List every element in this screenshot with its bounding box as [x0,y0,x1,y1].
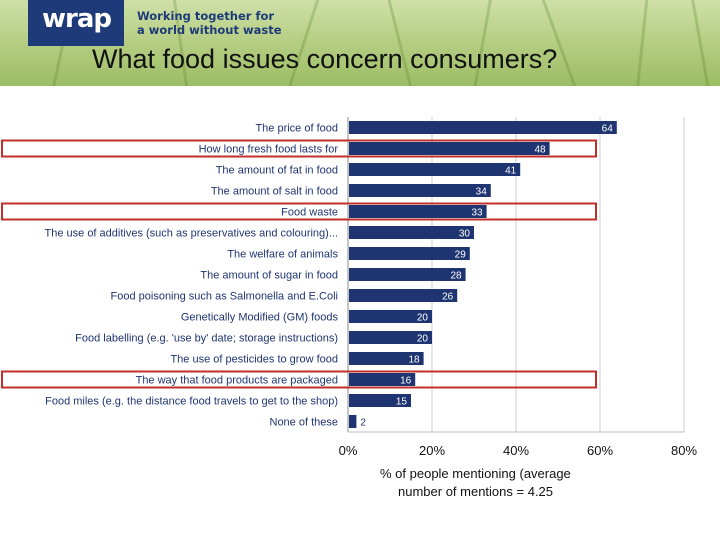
data-label: 48 [534,145,546,156]
data-label: 34 [476,187,488,198]
tagline-line-1: Working together for [137,9,275,23]
bar [349,310,432,323]
category-label: The way that food products are packaged [136,375,338,387]
x-tick-label: 40% [503,443,529,458]
data-label: 33 [471,208,483,219]
data-label: 30 [459,229,471,240]
bar [349,394,411,407]
logo-text: wrap [42,4,112,34]
header-banner: wrap Working together for a world withou… [0,0,720,86]
data-label: 64 [602,124,614,135]
data-label: 16 [400,376,412,387]
x-tick-label: 20% [419,443,445,458]
category-label: The price of food [255,123,338,135]
bar [349,163,521,176]
bar [349,121,617,134]
category-label: Genetically Modified (GM) foods [181,312,339,324]
bar [349,247,470,260]
category-label: The use of pesticides to grow food [170,354,338,366]
x-axis-caption-line-1: % of people mentioning (average [380,466,571,481]
category-label: Food miles (e.g. the distance food trave… [45,396,338,408]
data-label: 20 [417,334,429,345]
data-label: 20 [417,313,429,324]
bar [349,205,487,218]
x-tick-label: 60% [587,443,613,458]
data-label: 29 [455,250,467,261]
category-label: The welfare of animals [227,249,338,261]
x-axis-caption: % of people mentioning (average number o… [380,465,600,501]
category-label: Food poisoning such as Salmonella and E.… [111,291,338,303]
bar [349,142,550,155]
category-label: Food labelling (e.g. 'use by' date; stor… [75,333,338,345]
bar [349,415,357,428]
data-label: 15 [396,397,408,408]
x-axis-caption-line-2: number of mentions = 4.25 [398,484,554,499]
bar [349,226,474,239]
highlight-box [1,202,597,221]
bar [349,373,416,386]
data-label: 18 [408,355,420,366]
category-label: Food waste [281,207,338,219]
data-label: 26 [442,292,454,303]
category-label: How long fresh food lasts for [199,144,339,156]
category-label: The use of additives (such as preservati… [45,228,338,240]
category-label: The amount of fat in food [216,165,338,177]
highlight-box [1,370,597,389]
category-label: None of these [270,417,339,429]
bar [349,268,466,281]
category-label: The amount of salt in food [211,186,338,198]
bar [349,331,432,344]
wrap-logo: wrap [28,0,124,46]
bar [349,184,491,197]
bar [349,352,424,365]
x-tick-label: 0% [339,443,358,458]
bar [349,289,458,302]
x-tick-label: 80% [671,443,697,458]
category-label: The amount of sugar in food [200,270,338,282]
tagline: Working together for a world without was… [137,9,282,37]
tagline-line-2: a world without waste [137,23,282,37]
data-label: 2 [360,418,366,429]
data-label: 41 [505,166,517,177]
data-label: 28 [450,271,462,282]
slide-title: What food issues concern consumers? [92,44,558,74]
highlight-box [1,139,597,158]
